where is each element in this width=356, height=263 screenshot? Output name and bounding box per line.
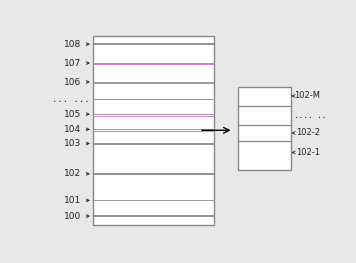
Text: 102-M: 102-M bbox=[292, 92, 320, 100]
Text: 102-2: 102-2 bbox=[292, 128, 320, 137]
Text: 103: 103 bbox=[64, 139, 89, 148]
Text: 104: 104 bbox=[64, 125, 89, 134]
Text: 102: 102 bbox=[64, 169, 89, 178]
Text: 107: 107 bbox=[64, 59, 89, 68]
Text: 106: 106 bbox=[64, 78, 89, 87]
Text: ... ...: ... ... bbox=[52, 94, 90, 104]
Text: 102-1: 102-1 bbox=[292, 148, 320, 157]
Text: .... ..: .... .. bbox=[294, 110, 326, 120]
Text: 100: 100 bbox=[64, 211, 89, 221]
Bar bbox=[238, 87, 292, 170]
Text: 108: 108 bbox=[64, 40, 89, 49]
Bar bbox=[93, 36, 214, 225]
Text: 101: 101 bbox=[64, 196, 89, 205]
Text: 105: 105 bbox=[64, 110, 89, 119]
